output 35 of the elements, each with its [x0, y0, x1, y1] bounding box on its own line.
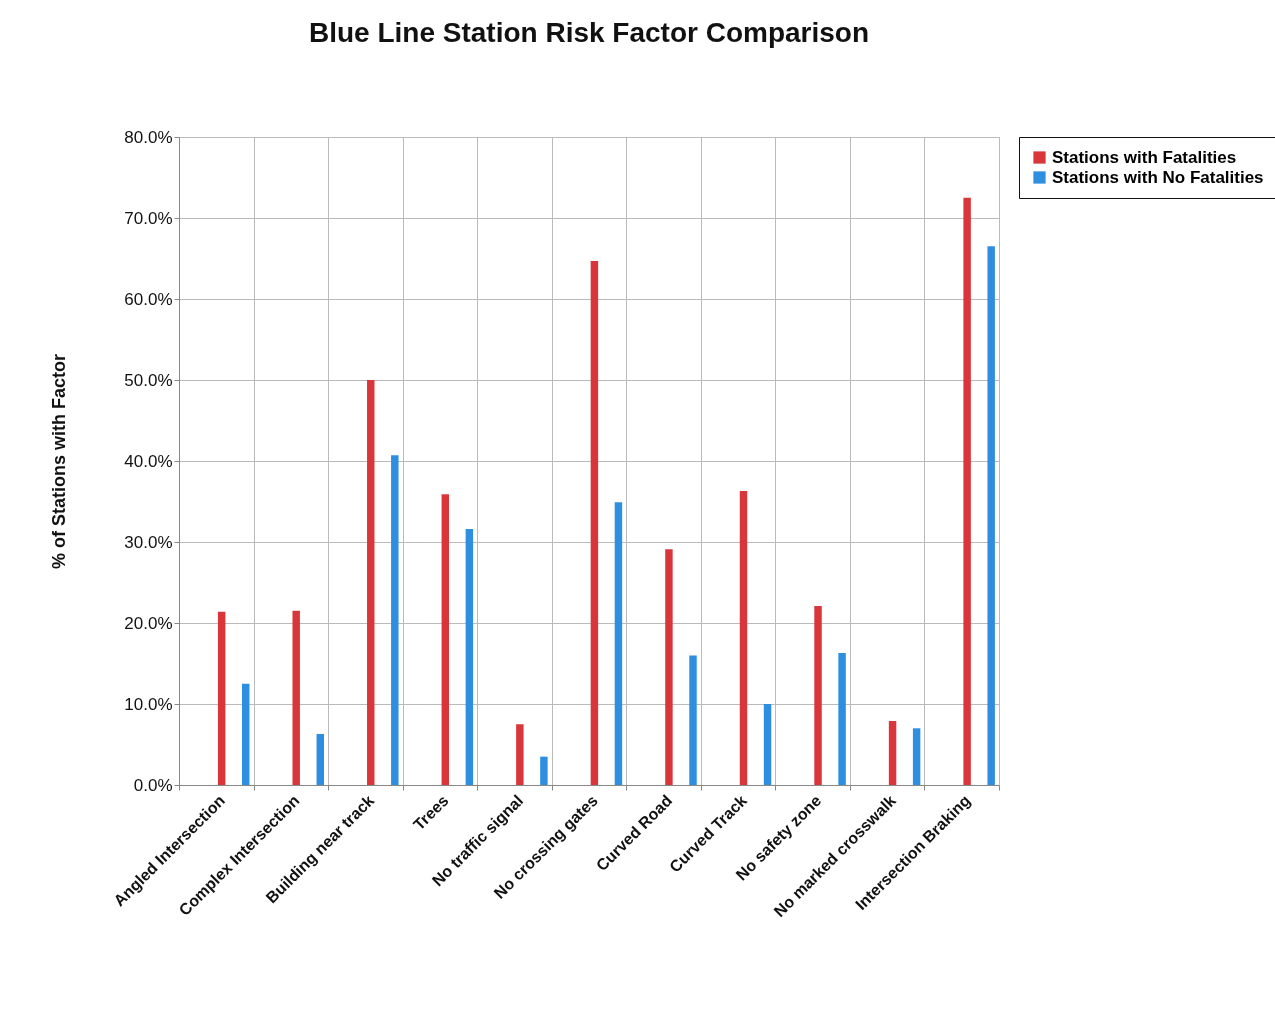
- y-tick-label: 40.0%: [124, 451, 173, 471]
- bar: [763, 704, 772, 785]
- bar: [590, 260, 599, 785]
- legend-label: Stations with No Fatalities: [1052, 167, 1264, 187]
- bar: [316, 733, 324, 785]
- bar: [391, 455, 399, 785]
- bar: [963, 197, 971, 785]
- y-axis-title: % of Stations with Factor: [49, 353, 70, 570]
- y-tick-label: 0.0%: [133, 775, 173, 795]
- bar: [217, 611, 226, 785]
- bar: [465, 529, 474, 785]
- bar: [739, 490, 748, 785]
- bar: [540, 756, 548, 785]
- y-tick-label: 60.0%: [124, 289, 173, 309]
- y-tick-label: 80.0%: [124, 127, 173, 147]
- bar: [838, 652, 846, 785]
- chart-title: Blue Line Station Risk Factor Comparison: [308, 17, 870, 48]
- y-tick-label: 70.0%: [124, 208, 173, 228]
- bar: [241, 683, 250, 785]
- y-tick-label: 20.0%: [124, 613, 173, 633]
- bar: [614, 502, 623, 785]
- y-tick-label: 10.0%: [124, 694, 173, 714]
- y-tick-label: 50.0%: [124, 370, 173, 390]
- bar: [665, 549, 673, 785]
- bar: [912, 728, 921, 785]
- bar: [689, 655, 697, 785]
- bar: [441, 494, 450, 785]
- bar: [292, 610, 300, 785]
- bar: [814, 605, 822, 785]
- y-tick-label: 30.0%: [124, 532, 173, 552]
- bar: [516, 724, 524, 785]
- bar: [888, 721, 897, 785]
- legend-label: Stations with Fatalities: [1052, 147, 1237, 167]
- bar: [367, 380, 375, 785]
- bar: [987, 246, 995, 785]
